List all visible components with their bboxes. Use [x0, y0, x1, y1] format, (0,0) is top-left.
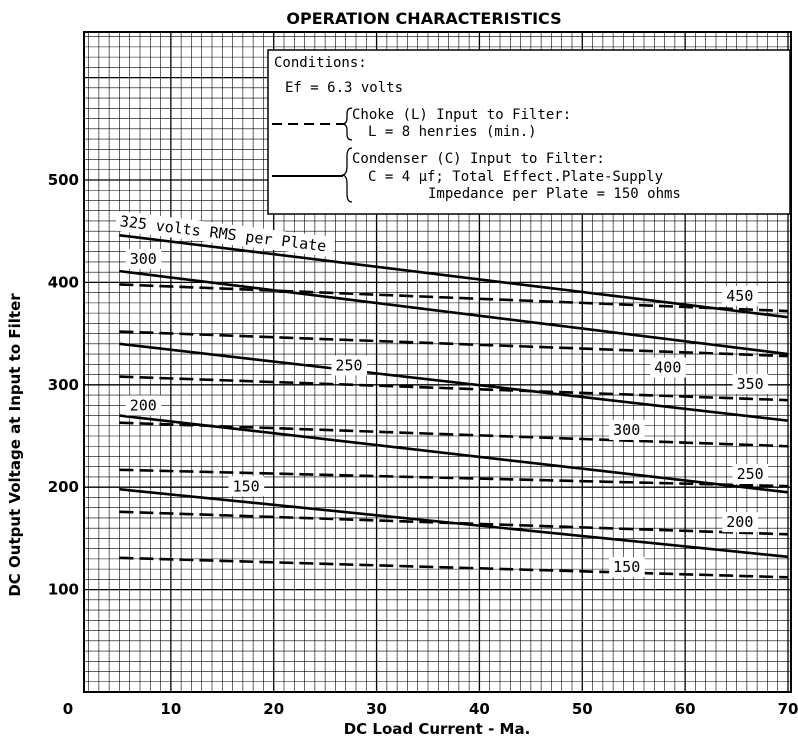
curve-label-bg	[125, 395, 162, 416]
x-tick-label: 10	[160, 700, 181, 718]
curve-label: 150	[613, 558, 640, 576]
y-tick-label: 200	[48, 478, 79, 496]
legend-ef: Ef = 6.3 volts	[285, 80, 403, 96]
curve-label-group: 150	[609, 557, 645, 578]
choke-curve-400	[119, 330, 789, 358]
curve-label-bg	[228, 476, 265, 497]
choke-curve-300	[119, 421, 789, 448]
curve-label-group: 150	[228, 476, 265, 497]
y-axis-label: DC Output Voltage at Input to Filter	[6, 293, 24, 597]
legend: Conditions: Ef = 6.3 volts Choke (L) Inp…	[267, 49, 791, 215]
curve-label-group: 200	[722, 512, 758, 533]
condenser-curve-200	[119, 414, 789, 494]
legend-choke-line1: Choke (L) Input to Filter:	[352, 107, 571, 123]
curve-label-group: 250	[732, 464, 769, 485]
legend-condenser-line1: Condenser (C) Input to Filter:	[352, 151, 605, 167]
curve-label-bg	[114, 210, 336, 258]
choke-curve-150	[119, 556, 789, 579]
curve-label: 450	[726, 287, 753, 305]
condenser-curve-150	[119, 487, 789, 559]
curve-label-group: 400	[650, 357, 686, 378]
curve-label: 350	[737, 375, 764, 393]
y-tick-label: 400	[48, 273, 79, 291]
y-tick-labels: 100 200 300 400 500	[48, 171, 79, 599]
series-layer	[119, 234, 789, 579]
condenser-curve-300	[119, 269, 789, 356]
legend-choke-brace	[341, 107, 353, 141]
x-tick-label: 30	[366, 700, 387, 718]
x-axis-label: DC Load Current - Ma.	[344, 720, 531, 738]
legend-heading: Conditions:	[274, 55, 367, 71]
curve-label-group: 350	[732, 373, 769, 394]
curve-label-bg	[125, 248, 162, 269]
curve-label: 300	[130, 250, 157, 268]
y-tick-label: 300	[48, 376, 79, 394]
x-tick-labels: 0 10 20 30 40 50 60 70	[63, 700, 798, 718]
choke-curve-450	[119, 283, 789, 313]
y-tick-label: 500	[48, 171, 79, 189]
curve-label: 250	[737, 465, 764, 483]
curve-label: 400	[654, 359, 681, 377]
curve-label-bg	[722, 285, 758, 306]
condenser-curve-325	[119, 234, 789, 319]
chart-title: OPERATION CHARACTERISTICS	[286, 9, 561, 28]
curve-label-group: 200	[125, 395, 162, 416]
curve-label-bg	[609, 419, 645, 440]
choke-curve-200	[119, 510, 789, 536]
curve-label: 250	[335, 356, 362, 374]
curve-label: 150	[233, 477, 260, 495]
legend-condenser-brace	[341, 147, 353, 203]
x-tick-label: 50	[572, 700, 593, 718]
curve-label-bg	[331, 355, 368, 376]
legend-box	[267, 49, 791, 215]
curve-label: 200	[726, 513, 753, 531]
curve-label-group: 300	[125, 248, 162, 269]
plot-frame	[83, 31, 792, 693]
curve-label-group: 250	[331, 355, 368, 376]
curve-label-bg	[609, 557, 645, 578]
choke-curve-350	[119, 375, 789, 402]
legend-condenser-line2: C = 4 μf; Total Effect.Plate-Supply	[368, 169, 663, 185]
y-tick-label: 100	[48, 581, 79, 599]
curve-label-bg	[732, 464, 769, 485]
curve-label-group: 450	[722, 285, 758, 306]
choke-curve-250	[119, 468, 789, 488]
x-tick-label: 0	[63, 700, 73, 718]
x-tick-label: 60	[675, 700, 696, 718]
curve-label: 200	[130, 396, 157, 414]
curve-label-group: 300	[609, 419, 645, 440]
legend-choke-line2: L = 8 henries (min.)	[368, 124, 537, 140]
curve-label-bg	[732, 373, 769, 394]
x-tick-label: 70	[778, 700, 798, 718]
curve-label-bg	[650, 357, 686, 378]
legend-condenser-line3: Impedance per Plate = 150 ohms	[428, 186, 681, 202]
x-tick-label: 40	[469, 700, 490, 718]
curve-label-bg	[722, 512, 758, 533]
x-tick-label: 20	[263, 700, 284, 718]
condenser-curve-250	[119, 342, 789, 422]
curve-label: 300	[613, 421, 640, 439]
